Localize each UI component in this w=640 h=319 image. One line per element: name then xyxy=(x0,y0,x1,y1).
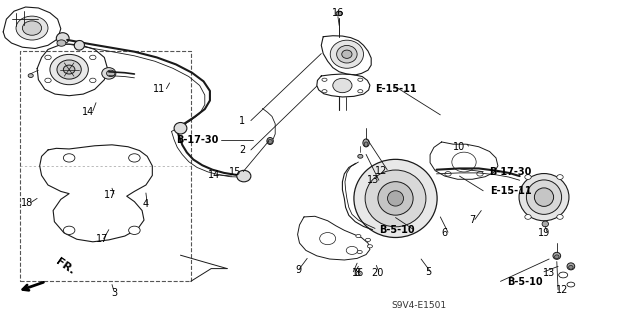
Ellipse shape xyxy=(542,221,548,227)
Ellipse shape xyxy=(477,172,483,176)
Ellipse shape xyxy=(365,238,371,241)
Ellipse shape xyxy=(330,40,364,68)
Ellipse shape xyxy=(57,60,81,79)
Text: 15: 15 xyxy=(229,167,242,177)
Text: 12: 12 xyxy=(556,285,568,295)
Ellipse shape xyxy=(358,154,363,158)
Text: B-17-30: B-17-30 xyxy=(490,167,532,177)
Ellipse shape xyxy=(268,139,273,144)
Ellipse shape xyxy=(106,70,115,77)
Text: 14: 14 xyxy=(208,170,221,181)
Ellipse shape xyxy=(554,255,559,259)
Text: 17: 17 xyxy=(96,234,109,244)
Ellipse shape xyxy=(534,188,554,206)
Ellipse shape xyxy=(57,40,66,46)
Ellipse shape xyxy=(16,16,48,40)
Text: 7: 7 xyxy=(469,215,476,225)
Text: 11: 11 xyxy=(152,84,165,94)
Text: 8: 8 xyxy=(354,268,360,278)
Text: E-15-11: E-15-11 xyxy=(374,84,417,94)
Bar xyxy=(20,51,191,281)
Ellipse shape xyxy=(346,247,358,255)
Ellipse shape xyxy=(74,41,84,50)
Ellipse shape xyxy=(267,137,273,145)
Ellipse shape xyxy=(557,215,563,219)
Ellipse shape xyxy=(378,182,413,215)
Text: 10: 10 xyxy=(453,142,466,152)
Text: 9: 9 xyxy=(295,264,301,275)
Ellipse shape xyxy=(367,245,372,248)
Ellipse shape xyxy=(174,122,187,134)
Ellipse shape xyxy=(569,265,573,269)
Text: 14: 14 xyxy=(82,107,95,117)
Ellipse shape xyxy=(354,159,437,237)
Ellipse shape xyxy=(567,282,575,287)
Ellipse shape xyxy=(559,272,568,278)
Ellipse shape xyxy=(445,172,451,176)
Ellipse shape xyxy=(322,78,327,81)
Ellipse shape xyxy=(237,170,251,182)
Text: 13: 13 xyxy=(367,175,380,185)
Ellipse shape xyxy=(63,65,75,74)
Ellipse shape xyxy=(388,191,404,206)
Ellipse shape xyxy=(336,11,342,16)
Ellipse shape xyxy=(364,142,368,146)
Text: 4: 4 xyxy=(143,199,149,209)
Text: B-5-10: B-5-10 xyxy=(507,277,543,287)
Ellipse shape xyxy=(356,234,361,238)
Ellipse shape xyxy=(567,263,575,270)
Text: 16: 16 xyxy=(352,268,365,278)
Ellipse shape xyxy=(525,174,531,179)
Ellipse shape xyxy=(337,45,357,63)
Ellipse shape xyxy=(102,68,116,79)
Ellipse shape xyxy=(90,55,96,60)
Ellipse shape xyxy=(553,252,561,259)
Ellipse shape xyxy=(45,55,51,60)
Ellipse shape xyxy=(342,50,352,58)
Ellipse shape xyxy=(357,250,362,254)
Text: S9V4-E1501: S9V4-E1501 xyxy=(392,301,447,310)
Text: 2: 2 xyxy=(239,145,245,155)
Text: 1: 1 xyxy=(239,116,245,126)
Ellipse shape xyxy=(22,21,42,35)
Ellipse shape xyxy=(363,139,369,147)
Ellipse shape xyxy=(28,74,33,78)
Ellipse shape xyxy=(320,233,336,245)
Ellipse shape xyxy=(526,180,562,214)
Ellipse shape xyxy=(56,33,69,44)
Ellipse shape xyxy=(50,54,88,85)
Text: 5: 5 xyxy=(426,267,432,277)
Ellipse shape xyxy=(90,78,96,83)
Text: B-17-30: B-17-30 xyxy=(176,135,218,145)
Text: E-15-11: E-15-11 xyxy=(490,186,532,197)
Ellipse shape xyxy=(557,174,563,179)
Text: 12: 12 xyxy=(375,166,388,176)
Ellipse shape xyxy=(322,90,327,93)
Text: 20: 20 xyxy=(371,268,384,278)
Ellipse shape xyxy=(452,152,476,172)
Ellipse shape xyxy=(45,78,51,83)
Ellipse shape xyxy=(365,170,426,227)
Text: 3: 3 xyxy=(111,288,117,298)
Text: 16: 16 xyxy=(332,8,344,18)
Ellipse shape xyxy=(358,90,363,93)
Text: 19: 19 xyxy=(538,228,550,238)
Ellipse shape xyxy=(519,174,569,221)
Ellipse shape xyxy=(129,226,140,234)
Text: B-5-10: B-5-10 xyxy=(379,225,415,235)
Ellipse shape xyxy=(63,154,75,162)
Text: 6: 6 xyxy=(441,228,447,238)
Ellipse shape xyxy=(525,215,531,219)
Text: FR.: FR. xyxy=(54,256,77,276)
Ellipse shape xyxy=(63,226,75,234)
Text: 13: 13 xyxy=(543,268,556,278)
Ellipse shape xyxy=(333,78,352,93)
Ellipse shape xyxy=(358,78,363,81)
Text: 17: 17 xyxy=(104,189,116,200)
Ellipse shape xyxy=(129,154,140,162)
Text: 18: 18 xyxy=(20,197,33,208)
